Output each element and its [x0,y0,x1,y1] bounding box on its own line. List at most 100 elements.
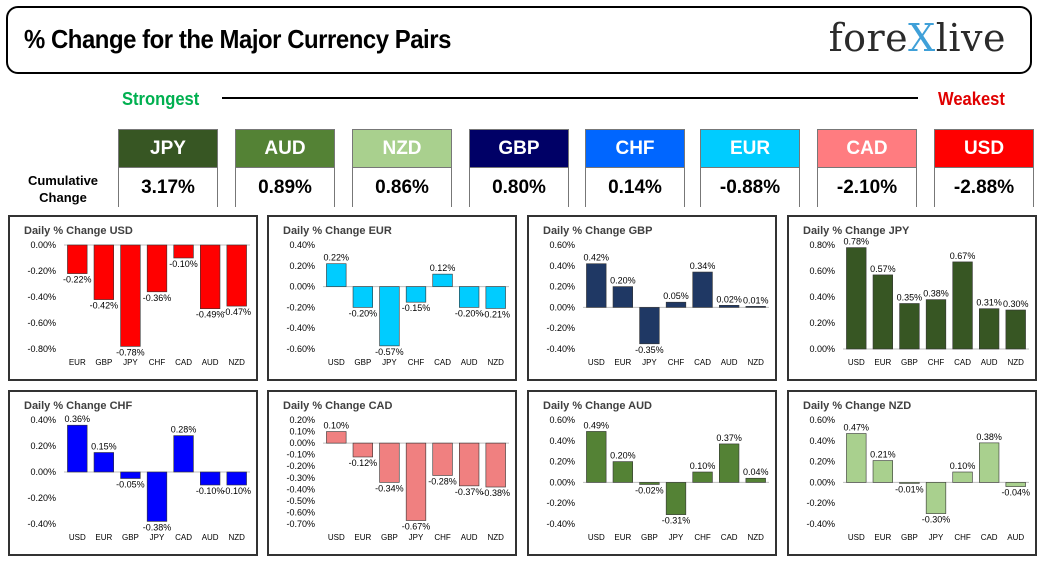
bar-aud [979,308,1000,350]
data-label: 0.34% [690,261,716,271]
data-label: -0.12% [349,458,378,468]
bar-cad [432,273,453,287]
bar-eur [93,452,114,473]
data-label: 0.28% [171,425,197,435]
category-label: USD [848,533,865,542]
y-tick-label: -0.10% [286,450,315,460]
y-tick-label: 0.20% [549,282,575,292]
bar-eur [872,460,893,483]
y-tick-label: 0.20% [289,415,315,425]
bar-aud [459,286,480,308]
y-tick-label: 0.00% [30,467,56,477]
bar-jpy [925,482,947,514]
data-label: 0.30% [1003,299,1029,309]
category-label: GBP [95,358,112,367]
y-tick-label: 0.00% [30,240,56,250]
data-label: -0.04% [1001,488,1030,498]
category-label: JPY [669,533,684,542]
category-label: NZD [228,358,245,367]
category-label: NZD [487,533,504,542]
cumulative-value: -0.88% [701,168,799,208]
y-tick-label: 0.20% [809,457,835,467]
category-label: USD [69,533,86,542]
currency-box-jpy: JPY 3.17% [118,129,218,208]
currency-box-nzd: NZD 0.86% [352,129,452,208]
y-tick-label: -0.40% [286,323,315,333]
category-label: GBP [901,358,918,367]
chart-title: Daily % Change EUR [283,225,392,237]
y-tick-label: 0.20% [289,261,315,271]
data-label: 0.38% [923,289,949,299]
data-label: -0.34% [375,483,404,493]
bar-chart: Daily % Change NZD 0.60% 0.40% 0.20% 0.00% -0… [803,400,1030,542]
bar-usd [846,247,867,350]
chart-title: Daily % Change GBP [543,225,652,237]
cumulative-value: 0.89% [236,168,334,208]
bar-chf [665,301,687,308]
bar-aud [1005,482,1026,487]
category-label: NZD [747,358,764,367]
y-tick-label: 0.40% [30,415,56,425]
bar-chart: Daily % Change GBP 0.60% 0.40% 0.20% 0.00% -0… [543,225,769,367]
data-label: -0.10% [169,259,198,269]
category-label: CAD [694,358,711,367]
category-label: USD [588,358,605,367]
bar-chf [432,442,453,476]
weakest-label: Weakest [938,89,1005,109]
cumulative-value: -2.10% [818,168,916,208]
cumulative-label-line2: Change [39,190,87,205]
y-tick-label: 0.40% [549,436,575,446]
chart-panel-nzd: Daily % Change NZD 0.60% 0.40% 0.20% 0.00% -0… [787,390,1037,556]
bar-eur [612,286,633,308]
y-tick-label: -0.60% [286,507,315,517]
y-tick-label: 0.60% [549,240,575,250]
logo-suffix: live [935,16,1006,60]
y-tick-label: -0.20% [806,498,835,508]
chart-title: Daily % Change CHF [24,400,132,412]
y-tick-label: -0.20% [546,323,575,333]
cumulative-change-label: Cumulative Change [18,172,108,206]
currency-box-chf: CHF 0.14% [585,129,685,208]
bar-aud [719,305,740,308]
chart-panel-cad: Daily % Change CAD 0.20% 0.10% 0.00% -0.10% -… [267,390,517,556]
category-label: USD [588,533,605,542]
bar-cad [692,271,713,308]
y-tick-label: -0.50% [286,496,315,506]
y-tick-label: -0.40% [286,484,315,494]
category-label: CAD [721,533,738,542]
y-tick-label: 0.20% [809,318,835,328]
bar-chart: Daily % Change CAD0.20%0.10%0.00%-0.10%-… [283,400,510,542]
category-label: NZD [487,358,504,367]
currency-code: GBP [470,130,568,168]
y-tick-label: 0.00% [809,477,835,487]
bar-eur [612,461,633,483]
category-label: CAD [981,533,998,542]
cumulative-label-line1: Cumulative [27,173,99,188]
chart-panel-jpy: Daily % Change JPY 0.80% 0.60% 0.40% 0.20% 0.… [787,215,1037,381]
y-tick-label: -0.20% [286,302,315,312]
currency-box-cad: CAD -2.10% [817,129,917,208]
category-label: GBP [122,533,139,542]
bar-nzd [745,306,766,308]
data-label: 0.22% [324,253,350,263]
data-label: 0.10% [690,461,716,471]
bar-gbp [639,482,660,485]
data-label: 0.36% [65,414,91,424]
forexlive-logo[interactable]: foreXlive [829,16,1006,60]
data-label: -0.15% [402,303,431,313]
category-label: CAD [175,533,192,542]
data-label: -0.10% [196,486,225,496]
bar-aud [200,244,221,310]
bar-jpy [405,442,427,521]
category-label: CAD [175,358,192,367]
bar-chart: Daily % Change AUD 0.60% 0.40% 0.20% 0.00% -0… [543,400,769,542]
cumulative-value: 0.80% [470,168,568,208]
category-label: AUD [202,358,219,367]
currency-box-usd: USD -2.88% [934,129,1034,208]
chart-title: Daily % Change AUD [543,400,652,412]
y-tick-label: -0.30% [286,473,315,483]
category-label: CHF [668,358,685,367]
cumulative-value: -2.88% [935,168,1033,208]
category-label: CHF [408,358,425,367]
category-label: CHF [694,533,711,542]
